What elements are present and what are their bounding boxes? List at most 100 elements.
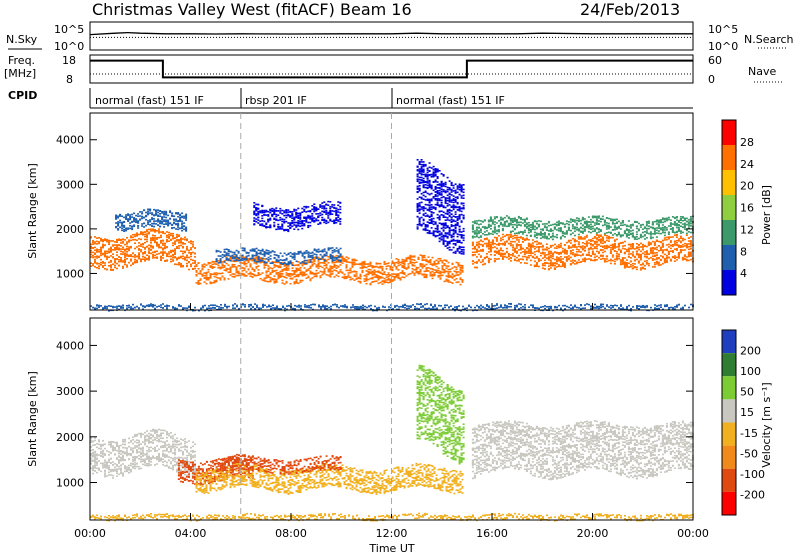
echo-cell: [585, 240, 588, 243]
echo-cell: [399, 261, 402, 264]
echo-cell: [343, 259, 346, 262]
echo-cell: [182, 243, 184, 245]
echo-cell: [643, 260, 646, 263]
echo-cell: [137, 215, 140, 217]
echo-cell: [159, 213, 162, 215]
echo-cell: [297, 263, 300, 266]
echo-cell: [129, 227, 132, 230]
echo-cell: [617, 243, 620, 245]
echo-cell: [335, 260, 338, 262]
echo-cell: [418, 163, 421, 165]
echo-cell: [575, 253, 578, 256]
echo-cell: [418, 170, 421, 172]
echo-cell: [665, 254, 668, 257]
echo-cell: [424, 186, 427, 189]
echo-cell: [122, 265, 124, 268]
echo-cell: [321, 273, 324, 276]
echo-cell: [184, 259, 186, 261]
echo-cell: [271, 214, 274, 216]
echo-cell: [420, 176, 423, 179]
echo-cell: [263, 264, 266, 266]
echo-cell: [291, 253, 294, 255]
echo-cell: [533, 245, 536, 248]
echo-cell: [205, 277, 208, 279]
echo-cell: [279, 265, 282, 268]
echo-cell: [424, 228, 427, 230]
echo-cell: [112, 240, 114, 242]
echo-cell: [106, 238, 108, 241]
echo-cell: [186, 262, 188, 265]
echo-cell: [371, 278, 374, 280]
echo-cell: [339, 201, 342, 204]
echo-cell: [448, 231, 451, 233]
echo-cell: [452, 195, 455, 197]
echo-cell: [677, 253, 680, 256]
echo-cell: [422, 219, 425, 222]
echo-cell: [275, 213, 278, 216]
echo-cell: [462, 216, 465, 219]
echo-cell: [150, 244, 152, 247]
echo-cell: [613, 246, 616, 248]
echo-cell: [271, 207, 274, 210]
echo-cell: [357, 263, 360, 266]
echo-cell: [585, 242, 588, 245]
echo-cell: [207, 278, 210, 281]
echo-cell: [169, 210, 172, 212]
echo-cell: [277, 255, 280, 257]
echo-cell: [150, 239, 152, 242]
echo-cell: [537, 251, 540, 253]
echo-cell: [343, 276, 346, 278]
echo-cell: [98, 249, 100, 251]
echo-cell: [446, 194, 449, 197]
echo-cell: [432, 223, 435, 226]
echo-cell: [428, 199, 431, 202]
echo-cell: [303, 260, 306, 263]
echo-cell: [511, 252, 514, 255]
echo-cell: [450, 201, 453, 203]
echo-cell: [313, 210, 316, 213]
echo-cell: [122, 246, 124, 249]
echo-cell: [96, 250, 98, 252]
echo-cell: [164, 246, 166, 249]
echo-cell: [117, 215, 120, 217]
echo-cell: [164, 243, 166, 245]
echo-cell: [174, 240, 176, 242]
echo-cell: [559, 242, 562, 245]
echo-cell: [211, 282, 214, 284]
echo-cell: [379, 276, 382, 278]
echo-cell: [190, 252, 192, 254]
echo-cell: [183, 225, 186, 228]
echo-cell: [297, 261, 300, 263]
echo-cell: [335, 261, 338, 263]
echo-cell: [452, 235, 455, 238]
echo-cell: [133, 218, 136, 221]
echo-cell: [190, 258, 192, 261]
echo-cell: [166, 252, 168, 255]
echo-cell: [460, 184, 463, 186]
echo-cell: [100, 264, 102, 266]
echo-cell: [436, 187, 439, 189]
echo-cell: [261, 259, 264, 262]
echo-cell: [309, 256, 312, 258]
echo-cell: [180, 264, 182, 266]
echo-cell: [231, 266, 234, 268]
echo-cell: [481, 263, 484, 266]
echo-cell: [397, 274, 400, 277]
echo-cell: [275, 272, 278, 274]
echo-cell: [444, 234, 447, 236]
echo-cell: [321, 266, 324, 269]
echo-cell: [321, 210, 324, 213]
echo-cell: [615, 258, 618, 261]
echo-cell: [447, 268, 450, 271]
echo-cell: [507, 254, 510, 256]
echo-cell: [217, 260, 220, 262]
echo-cell: [178, 257, 180, 260]
echo-cell: [120, 248, 122, 250]
echo-cell: [139, 211, 142, 213]
echo-cell: [397, 273, 400, 275]
echo-cell: [158, 236, 160, 239]
echo-cell: [661, 243, 664, 245]
freq-panel: Freq. [MHz] 18 8 60 0 Nave: [4, 54, 782, 86]
echo-cell: [94, 253, 96, 256]
echo-cell: [365, 270, 368, 272]
